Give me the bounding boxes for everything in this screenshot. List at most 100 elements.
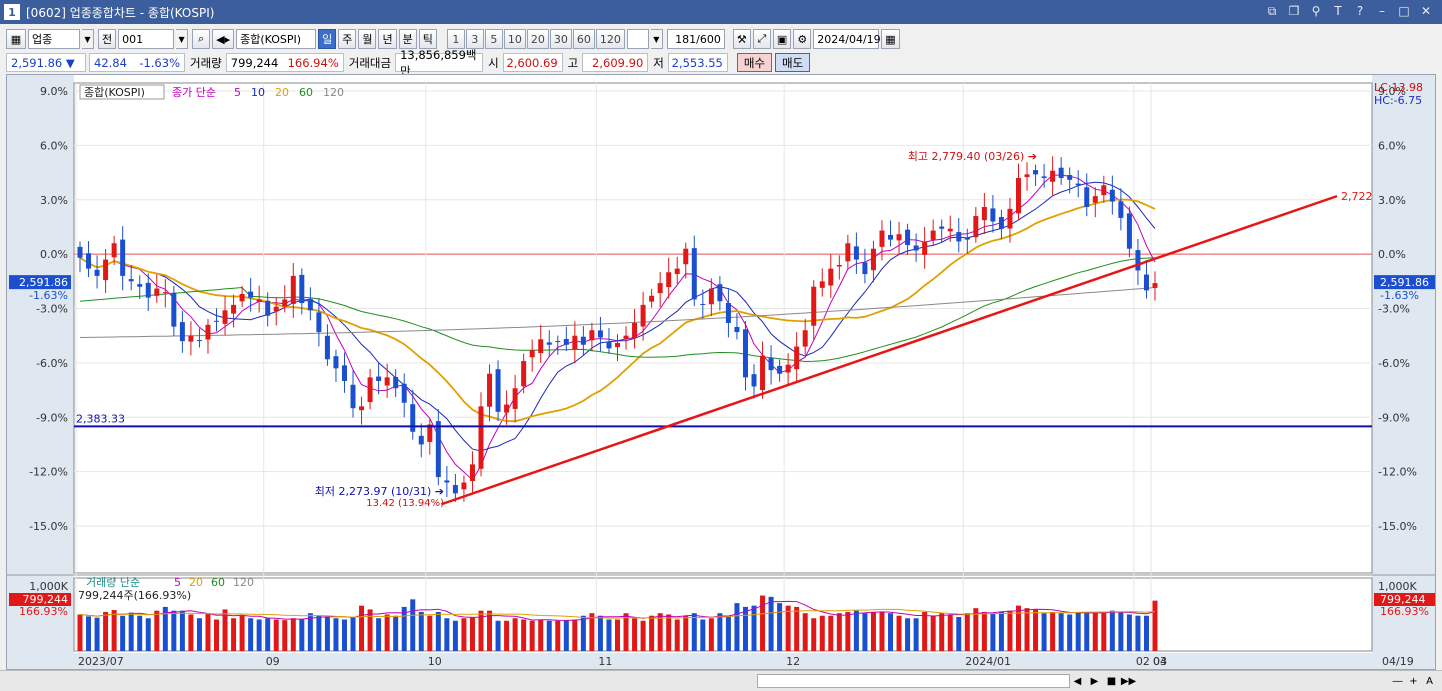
calendar-icon[interactable]: ▦ — [881, 29, 900, 49]
layout-icon[interactable]: ⧉ — [1267, 3, 1277, 18]
scroll-thumb[interactable] — [757, 674, 1070, 688]
sell-button[interactable]: 매도 — [775, 53, 811, 72]
crosshair-icon[interactable]: ⤢ — [752, 29, 771, 49]
prev-button[interactable]: 전 — [98, 29, 117, 49]
candle-body — [691, 248, 697, 300]
count-input[interactable]: 181/600 — [666, 29, 725, 49]
interval-button-7[interactable]: 120 — [595, 29, 625, 49]
candle-body — [1058, 167, 1064, 178]
candle-body — [154, 288, 160, 296]
candle-settings-icon[interactable]: ⚒ — [732, 29, 751, 49]
minimize-icon[interactable]: – — [1379, 4, 1385, 18]
y-tick-left: 9.0% — [40, 85, 68, 98]
chart-type-icon[interactable]: ▦ — [6, 29, 26, 49]
candle-body — [751, 374, 757, 387]
volume-bar — [1041, 613, 1047, 651]
auto-scale-icon[interactable]: A — [1426, 675, 1433, 687]
zoom-in-icon[interactable]: + — [1409, 675, 1418, 687]
volume-bar — [546, 620, 552, 651]
price-chart[interactable]: 9.0% 9.0% 6.0% 6.0% 3.0% 3.0% 0.0% 0.0% -3.0% -3.… — [7, 75, 1436, 669]
candle-body — [495, 369, 501, 412]
code-dropdown-icon[interactable]: ▼ — [176, 29, 189, 49]
chart-area[interactable]: 9.0% 9.0% 6.0% 6.0% 3.0% 3.0% 0.0% 0.0% -3.0% -3.… — [6, 74, 1436, 670]
code-input[interactable]: 001 — [118, 29, 175, 49]
candle-body — [461, 482, 467, 490]
save-icon[interactable]: ▣ — [772, 29, 792, 49]
interval-button-2[interactable]: 5 — [484, 29, 503, 49]
volume-bar — [862, 613, 868, 651]
volume-bar — [964, 613, 970, 651]
volume-legend-ma-60: 60 — [211, 576, 225, 589]
candle-body — [734, 326, 740, 333]
interval-button-1[interactable]: 3 — [465, 29, 484, 49]
volume-bar — [572, 619, 578, 651]
volume-bar — [538, 619, 544, 651]
interval-input[interactable] — [626, 29, 649, 49]
volume-bar — [777, 603, 783, 651]
interval-button-6[interactable]: 60 — [572, 29, 595, 49]
candle-body — [1101, 185, 1107, 196]
interval-button-3[interactable]: 10 — [503, 29, 526, 49]
fast-forward-icon[interactable]: ▶▶ — [1120, 675, 1137, 687]
tab-period-3[interactable]: 년 — [378, 29, 397, 49]
candle-body — [845, 243, 851, 262]
low-annotation: 최저 2,273.97 (10/31) ➔ — [315, 485, 444, 498]
interval-button-5[interactable]: 30 — [549, 29, 572, 49]
text-icon[interactable]: T — [1334, 4, 1342, 18]
gear-icon[interactable]: ⚙ — [793, 29, 812, 49]
candle-body — [86, 253, 92, 269]
market-select[interactable]: 업종 — [28, 29, 80, 49]
y-tick-right: -9.0% — [1378, 411, 1410, 424]
volume-bar — [367, 609, 373, 651]
date-input[interactable]: 2024/04/19 — [813, 29, 881, 49]
candle-body — [188, 335, 194, 342]
candle-body — [111, 243, 117, 258]
volume-bar — [77, 614, 83, 651]
volume-bar — [410, 599, 416, 651]
volume-bar — [469, 617, 475, 651]
candle-body — [393, 377, 399, 389]
help-icon[interactable]: ? — [1356, 4, 1364, 18]
close-icon[interactable]: ✕ — [1420, 4, 1432, 18]
volume-bar — [998, 611, 1004, 651]
candle-body — [922, 241, 928, 255]
tab-period-0[interactable]: 일 — [318, 29, 337, 49]
volume-bar — [760, 595, 766, 651]
buy-button[interactable]: 매수 — [736, 53, 773, 72]
tab-period-4[interactable]: 분 — [398, 29, 417, 49]
volume-bar — [111, 610, 117, 651]
candle-body — [469, 464, 475, 481]
stop-icon[interactable]: ■ — [1106, 675, 1117, 687]
volume-bar — [725, 615, 731, 651]
interval-button-0[interactable]: 1 — [446, 29, 465, 49]
speaker-icon[interactable]: ◀▸ — [212, 29, 235, 49]
horizontal-scrollbar[interactable]: ◀ ▶ ■ ▶▶ ― + A — [0, 670, 1442, 691]
restore-copy-icon[interactable]: ❐ — [1288, 4, 1300, 18]
search-icon[interactable]: ⌕ — [192, 29, 211, 49]
interval-dropdown-icon[interactable]: ▼ — [650, 29, 663, 49]
scroll-left-icon[interactable]: ◀ — [1073, 675, 1082, 687]
link-icon[interactable]: ⚲ — [1311, 4, 1321, 18]
maximize-icon[interactable]: □ — [1398, 4, 1410, 18]
volume-bar — [290, 618, 296, 651]
volume-bar — [452, 620, 458, 651]
interval-button-4[interactable]: 20 — [526, 29, 549, 49]
candle-body — [239, 294, 245, 302]
legend: 종합(KOSPI) 종가 단순 5 10 20 60 120 — [79, 84, 344, 100]
volume-bar — [836, 613, 842, 651]
zoom-out-icon[interactable]: ― — [1392, 675, 1403, 687]
volume-bar — [563, 620, 569, 651]
tab-period-2[interactable]: 월 — [358, 29, 377, 49]
candle-body — [1015, 178, 1021, 214]
x-tick-label: 02 — [1136, 655, 1150, 668]
volume-bar — [307, 613, 313, 651]
tab-period-1[interactable]: 주 — [338, 29, 357, 49]
volume-bar — [1092, 611, 1098, 651]
market-dropdown-icon[interactable]: ▼ — [82, 29, 94, 49]
tab-period-5[interactable]: 틱 — [418, 29, 437, 49]
volume-last-box-left — [9, 593, 71, 606]
candle-body — [521, 361, 527, 387]
volume-bar — [145, 618, 151, 651]
scroll-right-icon[interactable]: ▶ — [1090, 675, 1099, 687]
